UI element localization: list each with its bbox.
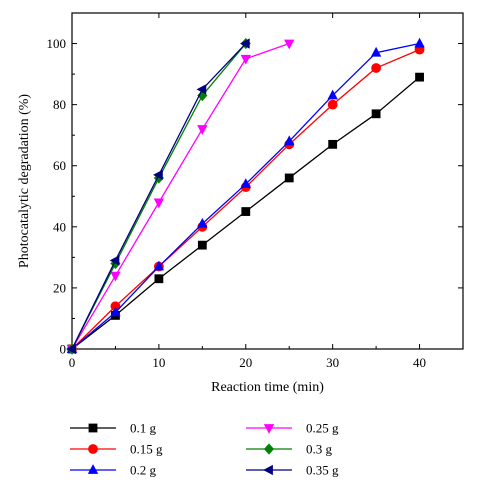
data-point <box>370 46 382 57</box>
data-point <box>154 274 164 284</box>
legend-marker <box>87 464 99 474</box>
legend-marker <box>263 464 273 476</box>
legend-marker <box>263 424 275 434</box>
legend-item: 0.2 g <box>70 463 157 478</box>
data-point <box>153 260 165 271</box>
data-point <box>109 255 120 266</box>
legend-marker <box>263 443 275 455</box>
data-point <box>284 173 294 183</box>
x-tick-label: 30 <box>326 355 339 370</box>
data-point <box>414 37 425 48</box>
y-tick-label: 0 <box>60 342 67 357</box>
data-point <box>415 72 424 82</box>
data-point <box>240 178 251 188</box>
series-line <box>71 42 290 350</box>
x-tick-label: 40 <box>413 355 426 370</box>
legend-label: 0.15 g <box>130 442 163 457</box>
legend-marker <box>88 423 98 433</box>
data-point <box>110 306 121 317</box>
y-tick-label: 100 <box>47 36 67 51</box>
legend-item: 0.25 g <box>246 421 339 436</box>
data-point <box>197 125 208 135</box>
y-axis-title: Photocatalytic degradation (%) <box>17 94 32 268</box>
data-point <box>328 139 338 149</box>
data-point <box>153 169 163 181</box>
series-3 <box>66 39 295 355</box>
data-point <box>196 84 207 95</box>
y-tick-label: 80 <box>53 97 66 112</box>
legend-item: 0.15 g <box>70 442 163 457</box>
data-point <box>110 271 121 282</box>
y-tick-label: 60 <box>53 158 66 173</box>
series-line <box>71 43 247 350</box>
data-point <box>241 207 251 216</box>
legend-item: 0.35 g <box>246 463 339 478</box>
x-tick-label: 20 <box>239 355 252 370</box>
data-point <box>240 54 251 65</box>
legend-item: 0.1 g <box>70 421 157 436</box>
data-point <box>197 217 208 228</box>
x-tick-label: 0 <box>69 355 76 370</box>
legend-marker <box>88 444 98 454</box>
legend-label: 0.3 g <box>306 442 333 457</box>
data-point <box>327 89 338 100</box>
data-point <box>239 38 250 49</box>
legend-label: 0.1 g <box>130 421 157 436</box>
plot-frame <box>71 12 464 350</box>
data-point <box>66 343 76 355</box>
data-point <box>197 240 207 250</box>
data-point <box>327 99 338 110</box>
series-2 <box>66 37 425 353</box>
series-layer <box>66 37 425 355</box>
y-tick-label: 20 <box>53 280 66 295</box>
x-axis-ticks: 0 10 20 30 40 <box>69 13 426 370</box>
series-0 <box>67 72 424 354</box>
legend-label: 0.35 g <box>306 463 339 478</box>
y-axis-ticks: 0 20 40 60 80 100 <box>47 36 463 357</box>
plot-area <box>71 12 464 350</box>
legend-item: 0.3 g <box>246 442 333 457</box>
y-tick-label: 40 <box>53 219 66 234</box>
data-point <box>371 63 382 73</box>
series-5 <box>66 38 250 355</box>
series-4 <box>66 37 251 355</box>
x-axis-title: Reaction time (min) <box>211 380 324 395</box>
data-point <box>371 109 381 119</box>
data-point <box>284 39 295 50</box>
data-point <box>284 135 295 146</box>
legend: 0.1 g 0.15 g 0.2 g 0.25 g 0.3 g 0.35 g <box>70 421 339 478</box>
data-point <box>153 198 165 209</box>
legend-label: 0.25 g <box>306 421 339 436</box>
legend-label: 0.2 g <box>130 463 157 478</box>
x-tick-label: 10 <box>152 355 165 370</box>
series-line <box>71 43 247 350</box>
series-line <box>71 42 420 350</box>
